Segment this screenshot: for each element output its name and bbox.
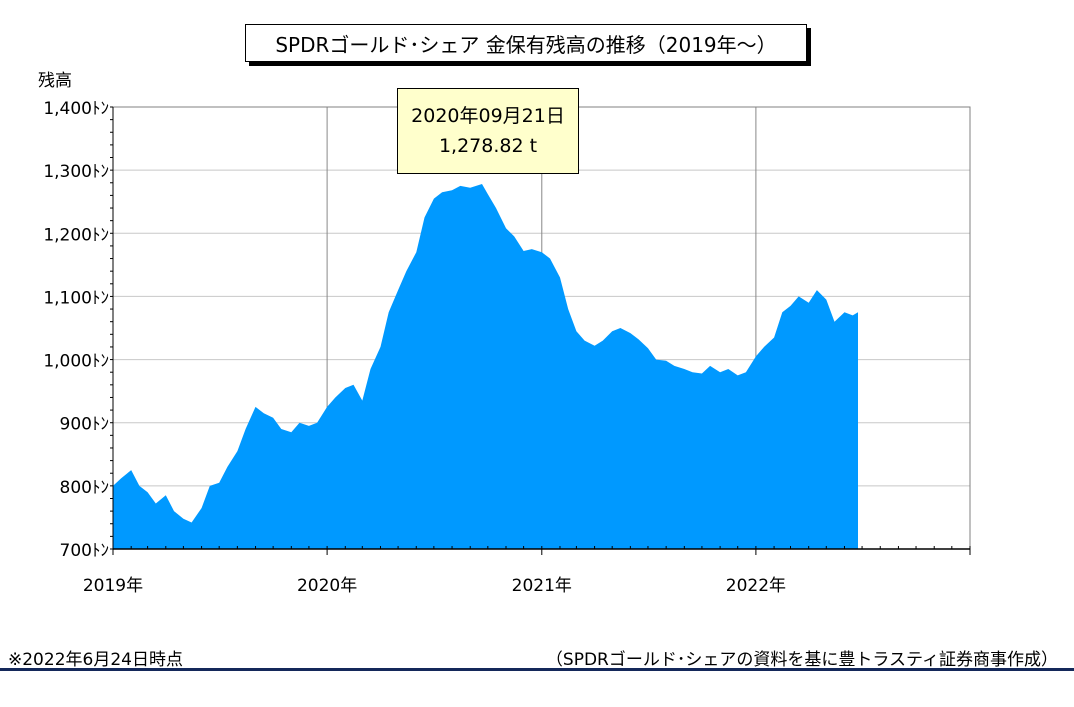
callout-date: 2020年09月21日 — [411, 105, 565, 127]
y-tick-label: 1,100ﾄﾝ — [43, 288, 109, 308]
x-tick-label: 2019年 — [83, 576, 143, 596]
y-tick-label: 800ﾄﾝ — [60, 478, 109, 498]
callout-value: 1,278.82 t — [438, 135, 538, 157]
y-tick-label: 1,200ﾄﾝ — [43, 225, 109, 245]
footnote-source: （SPDRゴールド･シェアの資料を基に豊トラスティ証券商事作成） — [545, 650, 1058, 670]
x-tick-label: 2020年 — [297, 576, 357, 596]
y-tick-label: 1,000ﾄﾝ — [43, 352, 109, 372]
y-tick-label: 900ﾄﾝ — [60, 415, 109, 435]
y-axis-label: 残高 — [38, 71, 72, 91]
y-tick-label: 1,300ﾄﾝ — [43, 162, 109, 182]
x-tick-label: 2022年 — [726, 576, 786, 596]
footnote-date: ※2022年6月24日時点 — [8, 650, 183, 670]
y-tick-label: 700ﾄﾝ — [60, 541, 109, 561]
x-tick-label: 2021年 — [512, 576, 572, 596]
chart-title: SPDRゴールド･シェア 金保有残高の推移（2019年～） — [245, 24, 807, 62]
y-tick-label: 1,400ﾄﾝ — [43, 99, 109, 119]
holdings-area — [113, 184, 858, 549]
callout-box: 2020年09月21日 1,278.82 t — [397, 88, 579, 174]
footer-divider — [0, 668, 1074, 671]
chart-title-text: SPDRゴールド･シェア 金保有残高の推移（2019年～） — [275, 32, 777, 57]
